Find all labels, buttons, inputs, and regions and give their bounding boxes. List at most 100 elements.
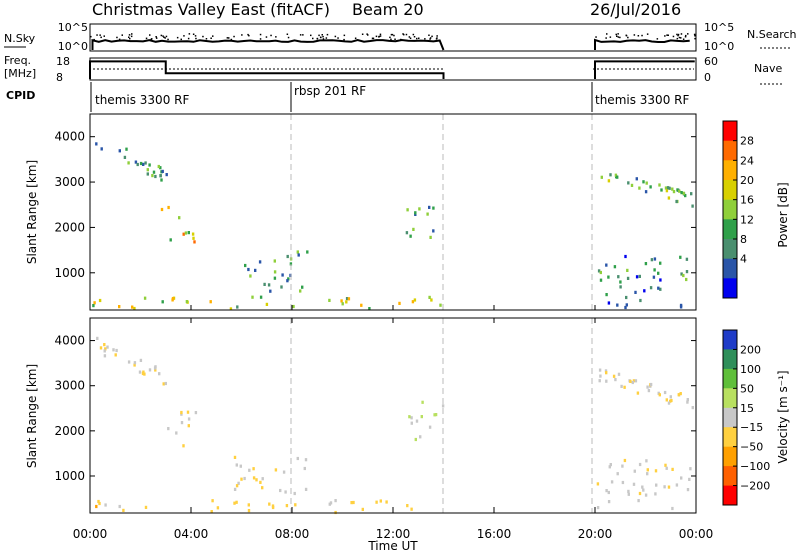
colorbar-swatch	[723, 160, 737, 181]
echo-cell	[148, 368, 152, 372]
echo-cell	[251, 295, 254, 299]
echo-cell	[292, 304, 295, 309]
colorbar-swatch	[723, 219, 737, 240]
echo-cell	[596, 482, 600, 486]
echo-cell	[258, 260, 262, 264]
nsearch-dot	[418, 37, 420, 39]
echo-cell	[175, 431, 178, 435]
echo-cell	[419, 435, 422, 439]
echo-cell	[114, 353, 117, 357]
echo-cell	[691, 204, 694, 208]
nsearch-dot	[337, 37, 339, 39]
colorbar-swatch	[723, 485, 737, 506]
nsearch-dot	[325, 37, 328, 39]
echo-cell	[279, 488, 282, 493]
nsearch-dot	[429, 38, 431, 40]
plot-title: Christmas Valley East (fitACF)	[92, 0, 330, 19]
nsearch-dot	[176, 36, 179, 39]
echo-cell	[209, 300, 212, 304]
nsearch-dot	[682, 38, 685, 40]
echo-cell	[180, 412, 183, 416]
freq-unit: [MHz]	[4, 67, 36, 80]
echo-cell	[682, 191, 685, 195]
echo-cell	[659, 278, 662, 282]
echo-cell	[187, 424, 190, 428]
nsearch-dot	[389, 36, 391, 39]
colorbar-tick-label: −100	[740, 460, 770, 473]
nsearch-dot	[322, 38, 325, 40]
echo-cell	[665, 189, 669, 193]
nsearch-dot	[676, 33, 678, 36]
echo-cell	[605, 489, 608, 493]
nsearch-dot	[155, 37, 158, 39]
echo-cell	[127, 161, 130, 165]
echo-cell	[159, 174, 162, 178]
echo-cell	[345, 297, 349, 301]
nsearch-dot	[128, 36, 130, 38]
nsearch-dot	[694, 37, 696, 40]
nsearch-dot	[116, 36, 118, 39]
echo-cell	[273, 259, 276, 263]
echo-cell	[632, 482, 636, 486]
nsearch-dot	[312, 37, 314, 40]
nsearch-dot	[210, 37, 212, 39]
echo-cell	[682, 273, 685, 278]
echo-cell	[148, 163, 151, 167]
echo-cell	[625, 295, 628, 300]
nsearch-dot	[121, 34, 123, 36]
echo-cell	[598, 368, 602, 372]
echo-cell	[686, 400, 689, 404]
echo-cell	[182, 444, 185, 448]
nsearch-dot	[259, 38, 262, 40]
nsearch-dot	[403, 33, 405, 36]
echo-cell	[660, 188, 663, 192]
colorbar-tick-label: 200	[740, 343, 761, 356]
echo-cell	[229, 307, 233, 311]
echo-cell	[184, 231, 188, 235]
echo-cell	[441, 404, 445, 408]
echo-cell	[360, 303, 363, 307]
x-tick-label: 20:00	[578, 527, 613, 541]
echo-cell	[597, 269, 601, 273]
nsearch-dot	[393, 34, 395, 37]
y-tick-label: 4000	[54, 130, 85, 144]
nsearch-dot	[615, 33, 617, 36]
echo-cell	[157, 164, 160, 169]
nsearch-dot	[687, 33, 689, 35]
echo-cell	[604, 369, 608, 373]
echo-cell	[617, 275, 620, 279]
echo-cell	[668, 186, 671, 190]
echo-cell	[667, 401, 671, 405]
colorbar-tick-label: 24	[740, 154, 754, 167]
nsearch-dot	[103, 35, 105, 37]
echo-cell	[635, 275, 639, 279]
echo-cell	[406, 208, 409, 212]
echo-cell	[127, 360, 131, 364]
power-colorbar: 28 24 20 16 12 8 4	[722, 120, 754, 299]
echo-cell	[293, 491, 296, 496]
echo-cell	[625, 303, 628, 307]
echo-cell	[406, 504, 409, 508]
echo-cell	[123, 155, 127, 159]
echo-cell	[193, 240, 196, 244]
colorbar-swatch	[723, 427, 737, 448]
echo-cell	[627, 492, 630, 496]
echo-cell	[642, 180, 645, 184]
colorbar-swatch	[723, 278, 737, 299]
echo-cell	[634, 379, 638, 383]
nsearch-dot	[165, 35, 168, 38]
freq-trace-late	[594, 60, 695, 79]
nsearch-dot	[361, 33, 364, 35]
echo-cell	[169, 238, 172, 242]
echo-cell	[428, 295, 431, 299]
echo-cell	[144, 505, 148, 509]
echo-cell	[104, 503, 107, 507]
echo-cell	[328, 298, 331, 302]
colorbar-swatch	[723, 199, 737, 220]
echo-cell	[421, 400, 424, 404]
colorbar-swatch	[723, 121, 737, 142]
echo-cell	[411, 300, 415, 304]
echo-cell	[167, 427, 170, 431]
echo-cell	[274, 468, 278, 472]
